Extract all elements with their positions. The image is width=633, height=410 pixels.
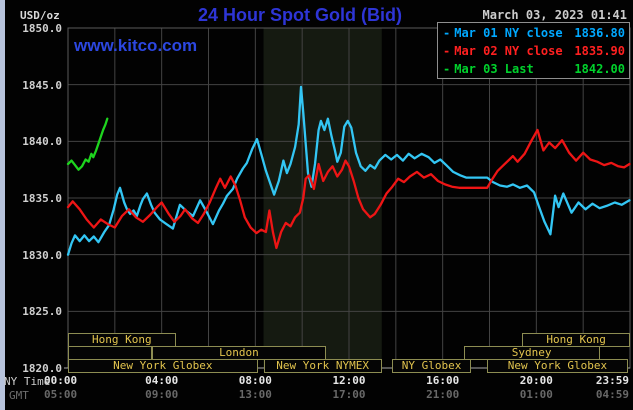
legend-dash-marker: - bbox=[443, 62, 451, 76]
ny-time-tick: 00:00 bbox=[44, 374, 78, 387]
y-axis-units-label: USD/oz bbox=[20, 9, 60, 22]
kitco-website-link[interactable]: www.kitco.com bbox=[74, 36, 198, 55]
gmt-time-tick: 04:59 bbox=[595, 388, 629, 401]
gmt-time-tick: 21:00 bbox=[426, 388, 460, 401]
y-tick-label: 1835.0 bbox=[22, 192, 62, 205]
legend-entry: - Mar 03 Last 1842.00 bbox=[443, 60, 625, 78]
legend-dash-marker: - bbox=[443, 26, 451, 40]
gmt-time-tick: 09:00 bbox=[145, 388, 179, 401]
ny-time-tick: 04:00 bbox=[145, 374, 179, 387]
session-box-new-york-nymex: New York NYMEX bbox=[263, 359, 382, 373]
price-line-mar-01 bbox=[66, 85, 631, 256]
session-box-london: London bbox=[152, 346, 326, 360]
ny-time-row-label: NY Time bbox=[4, 375, 51, 388]
chart-datetime: March 03, 2023 01:41 bbox=[482, 8, 628, 22]
ny-time-tick: 16:00 bbox=[426, 374, 460, 387]
gmt-time-tick: 13:00 bbox=[238, 388, 272, 401]
gmt-row-label: GMT bbox=[9, 389, 29, 402]
y-tick-label: 1830.0 bbox=[22, 248, 62, 262]
y-tick-label: 1850.0 bbox=[22, 22, 62, 35]
session-box-new-york-globex: New York Globex bbox=[487, 359, 628, 373]
legend-value: 1836.80 bbox=[574, 26, 625, 40]
session-box-sydney: Sydney bbox=[463, 346, 600, 360]
legend-value: 1842.00 bbox=[574, 62, 625, 76]
chart-title: 24 Hour Spot Gold (Bid) bbox=[198, 5, 402, 25]
session-box-empty bbox=[68, 346, 153, 360]
session-box-ny-globex: NY Globex bbox=[392, 359, 471, 373]
legend-label: Mar 01 NY close bbox=[454, 26, 563, 40]
price-line-mar-02 bbox=[66, 128, 631, 250]
y-tick-label: 1845.0 bbox=[22, 78, 62, 92]
ny-time-tick: 12:00 bbox=[332, 374, 366, 387]
price-line-mar-03 bbox=[66, 117, 109, 171]
legend-entry: - Mar 02 NY close 1835.90 bbox=[443, 42, 625, 60]
legend-value: 1835.90 bbox=[574, 44, 625, 58]
y-tick-label: 1820.0 bbox=[22, 362, 62, 375]
legend-label: Mar 03 Last bbox=[454, 62, 534, 76]
legend-dash-marker: - bbox=[443, 44, 451, 58]
page-edge-strip bbox=[0, 0, 5, 410]
session-box-new-york-globex: New York Globex bbox=[68, 359, 258, 373]
chart-legend: - Mar 01 NY close 1836.80- Mar 02 NY close 1… bbox=[437, 22, 630, 79]
y-tick-label: 1840.0 bbox=[22, 135, 62, 149]
gmt-time-tick: 17:00 bbox=[332, 388, 366, 401]
session-box-hong-kong: Hong Kong bbox=[522, 333, 630, 347]
gmt-time-tick: 01:00 bbox=[519, 388, 553, 401]
legend-label: Mar 02 NY close bbox=[454, 44, 563, 58]
legend-entry: - Mar 01 NY close 1836.80 bbox=[443, 24, 625, 42]
gmt-time-tick: 05:00 bbox=[44, 388, 78, 401]
ny-time-tick: 23:59 bbox=[595, 374, 629, 387]
ny-time-tick: 08:00 bbox=[238, 374, 272, 387]
ny-time-tick: 20:00 bbox=[519, 374, 553, 387]
session-box-hong-kong: Hong Kong bbox=[68, 333, 176, 347]
y-tick-label: 1825.0 bbox=[22, 305, 62, 319]
